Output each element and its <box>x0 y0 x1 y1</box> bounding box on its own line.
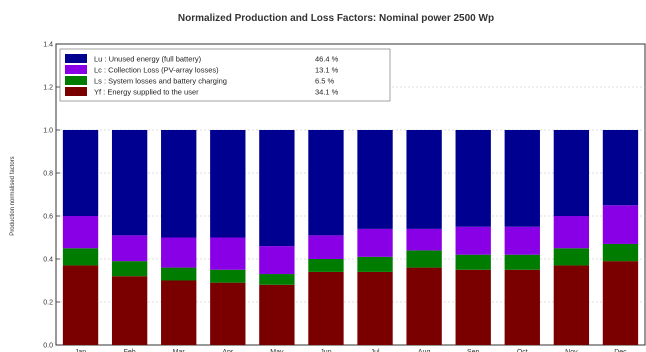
bar-segment <box>357 256 393 272</box>
bar-segment <box>210 269 246 283</box>
bar-segment <box>504 269 540 345</box>
bar-segment <box>259 284 295 345</box>
chart-title: Normalized Production and Loss Factors: … <box>178 13 494 24</box>
bar-segment <box>455 254 491 270</box>
x-tick-label: Nov <box>565 349 578 352</box>
x-tick-label: Feb <box>124 349 136 352</box>
bar-segment <box>553 248 590 266</box>
x-tick-label: Sep <box>467 349 480 352</box>
bar-segment <box>62 130 99 216</box>
bar-segment <box>111 235 148 262</box>
bar-segment <box>210 237 246 270</box>
bar-segment <box>357 271 393 345</box>
legend-swatch <box>65 76 87 85</box>
legend-value: 13.1 % <box>315 66 339 75</box>
bar-segment <box>553 216 590 249</box>
bar-segment <box>62 216 99 249</box>
legend-value: 34.1 % <box>315 88 339 97</box>
bar-segment <box>62 265 99 345</box>
y-tick-label: 1.2 <box>43 85 53 92</box>
bar-segment <box>161 267 197 281</box>
bar-segment <box>504 254 540 270</box>
bar-segment <box>602 261 639 345</box>
y-tick-label: 0.6 <box>43 214 53 221</box>
legend-box <box>59 48 391 102</box>
bar-segment <box>62 248 99 266</box>
x-tick-label: Dec <box>614 349 627 352</box>
y-tick-label: 1.4 <box>43 42 53 49</box>
bar-segment <box>111 261 148 277</box>
legend-label: Ls : System losses and battery charging <box>94 77 227 86</box>
y-tick-label: 0.8 <box>43 171 53 178</box>
bar-segment <box>455 226 491 255</box>
bar-segment <box>357 130 393 229</box>
bar-segment <box>406 130 442 229</box>
legend-swatch <box>65 54 87 63</box>
x-tick-label: Apr <box>222 349 234 352</box>
bar-segment <box>504 226 540 255</box>
bar-segment <box>259 130 295 247</box>
x-tick-label: Mar <box>173 349 186 352</box>
bar-segment <box>259 246 295 275</box>
bar-segment <box>406 228 442 251</box>
bar-segment <box>111 276 148 345</box>
bar-segment <box>553 130 590 216</box>
legend-swatch <box>65 65 87 74</box>
bar-segment <box>111 130 148 236</box>
bar-segment <box>406 267 442 345</box>
x-tick-label: May <box>270 349 284 352</box>
legend-value: 6.5 % <box>315 77 335 86</box>
bar-segment <box>308 259 344 272</box>
bar-segment <box>357 228 393 257</box>
x-tick-label: Jan <box>75 349 86 352</box>
bars-layer <box>62 130 639 345</box>
legend: Lu : Unused energy (full battery) 46.4 % L… <box>59 48 391 102</box>
bar-segment <box>161 237 197 268</box>
bar-segment <box>455 130 491 227</box>
bar-segment <box>602 243 639 262</box>
bar-segment <box>259 274 295 285</box>
bar-segment <box>406 250 442 268</box>
x-tick-label: Aug <box>418 349 431 352</box>
y-axis-label: Production normalised factors <box>10 156 16 235</box>
bar-segment <box>602 205 639 244</box>
axes-layer: 0.0 0.2 0.4 0.6 0.8 1.0 1.2 1.4 Jan Feb Mar Apr May J… <box>43 42 627 352</box>
bar-segment <box>504 130 540 227</box>
bar-segment <box>602 130 639 206</box>
legend-label: Lc : Collection Loss (PV-array losses) <box>94 66 219 75</box>
legend-value: 46.4 % <box>315 55 339 64</box>
bar-segment <box>553 265 590 345</box>
y-tick-label: 0.2 <box>43 300 53 307</box>
bar-segment <box>308 235 344 259</box>
bar-segment <box>210 130 246 238</box>
bar-segment <box>455 269 491 345</box>
legend-label: Yf : Energy supplied to the user <box>94 88 199 97</box>
y-tick-label: 0.4 <box>43 257 53 264</box>
y-tick-label: 1.0 <box>43 128 53 135</box>
y-tick-label: 0.0 <box>43 343 53 350</box>
x-tick-label: Jul <box>371 349 380 352</box>
legend-label: Lu : Unused energy (full battery) <box>94 55 202 64</box>
legend-swatch <box>65 87 87 96</box>
x-tick-label: Oct <box>517 349 528 352</box>
bar-segment <box>308 130 344 236</box>
bar-segment <box>161 130 197 238</box>
bar-segment <box>308 271 344 345</box>
bar-segment <box>161 280 197 345</box>
bar-segment <box>210 282 246 345</box>
x-tick-label: Jun <box>320 349 331 352</box>
